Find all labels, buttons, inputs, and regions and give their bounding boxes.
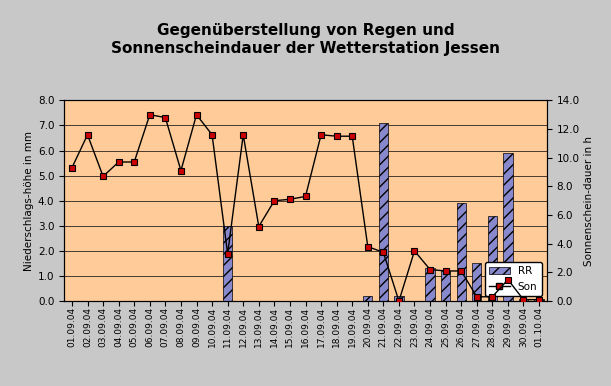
Son: [520, 297, 527, 302]
Son: [271, 198, 278, 203]
Text: Gegenüberstellung von Regen und
Sonnenscheindauer der Wetterstation Jessen: Gegenüberstellung von Regen und Sonnensc…: [111, 23, 500, 56]
Son: [193, 112, 200, 117]
Bar: [441, 271, 450, 301]
Bar: [488, 216, 497, 301]
Line: Son: Son: [69, 112, 542, 304]
Son: [379, 250, 387, 255]
Son: [535, 297, 543, 302]
Son: [364, 244, 371, 249]
Son: [504, 277, 511, 282]
Y-axis label: Niederschlags-höhe in mm: Niederschlags-höhe in mm: [24, 131, 34, 271]
Son: [131, 160, 138, 164]
Bar: [519, 299, 528, 301]
Son: [442, 269, 449, 273]
Bar: [425, 269, 435, 301]
Bar: [503, 153, 513, 301]
Bar: [363, 296, 373, 301]
Bar: [472, 264, 481, 301]
Son: [146, 112, 153, 117]
Son: [395, 299, 403, 303]
Son: [302, 194, 309, 199]
Son: [84, 132, 91, 137]
Son: [240, 132, 247, 137]
Son: [287, 197, 294, 201]
Son: [68, 166, 76, 170]
Son: [458, 269, 465, 273]
Son: [162, 115, 169, 120]
Son: [100, 174, 107, 179]
Bar: [535, 299, 544, 301]
Son: [224, 251, 232, 256]
Son: [255, 224, 263, 229]
Son: [208, 132, 216, 137]
Bar: [223, 226, 232, 301]
Son: [317, 132, 324, 137]
Son: [489, 295, 496, 299]
Legend: RR, Son: RR, Son: [485, 262, 541, 296]
Bar: [379, 123, 388, 301]
Son: [473, 295, 480, 299]
Son: [348, 134, 356, 139]
Son: [177, 168, 185, 173]
Son: [426, 267, 434, 272]
Bar: [456, 203, 466, 301]
Son: [333, 134, 340, 139]
Son: [411, 249, 418, 253]
Y-axis label: Sonnenschein-dauer in h: Sonnenschein-dauer in h: [584, 136, 594, 266]
Bar: [394, 296, 404, 301]
Son: [115, 160, 122, 164]
